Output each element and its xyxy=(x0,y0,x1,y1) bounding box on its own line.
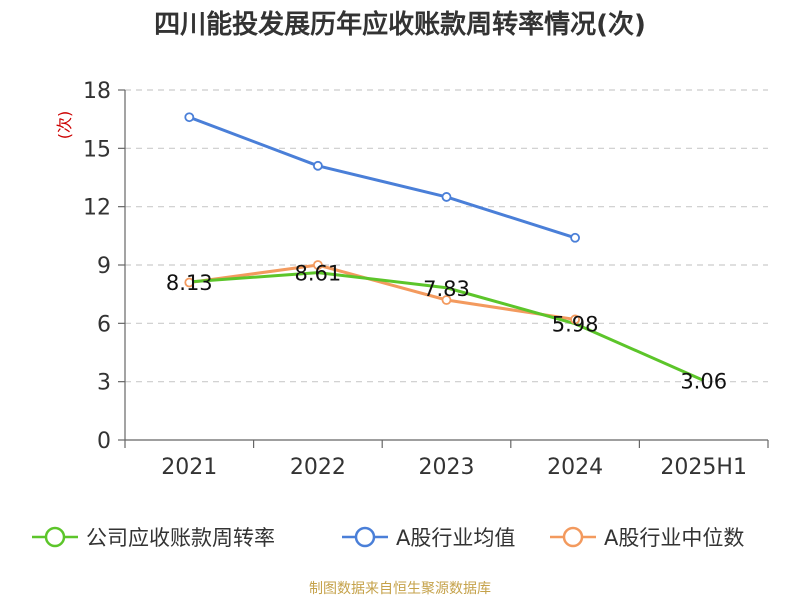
series-line-2 xyxy=(189,263,576,321)
series-line-0 xyxy=(189,271,705,382)
x-tick-label: 2025H1 xyxy=(660,455,747,480)
y-tick-label: 12 xyxy=(83,196,111,221)
chart-legend: 公司应收账款周转率 A股行业均值 A股行业中位数 xyxy=(0,520,800,554)
legend-item[interactable]: A股行业中位数 xyxy=(548,520,744,554)
y-tick-label: 15 xyxy=(83,137,111,162)
line-chart: 0 3 6 9 12 15 18 2021 2022 2023 2024 2025H1 (次) 8.13 8… xyxy=(55,79,769,480)
data-label: 8.13 xyxy=(166,271,213,295)
legend-marker-icon xyxy=(32,526,78,548)
data-point xyxy=(312,160,323,171)
data-point xyxy=(570,314,580,325)
data-point xyxy=(441,192,452,202)
x-tick-label: 2022 xyxy=(290,455,346,480)
y-axis-label: (次) xyxy=(55,111,74,140)
legend-item[interactable]: A股行业均值 xyxy=(340,520,515,554)
chart-title: 四川能投发展历年应收账款周转率情况(次) xyxy=(154,10,646,40)
y-tick-label: 9 xyxy=(97,254,111,279)
y-tick-label: 3 xyxy=(97,371,111,396)
legend-item[interactable]: 公司应收账款周转率 xyxy=(30,520,275,554)
data-label: 3.06 xyxy=(680,370,727,394)
legend-label: 公司应收账款周转率 xyxy=(86,526,275,550)
y-tick-label: 18 xyxy=(83,79,111,104)
data-point xyxy=(570,232,580,243)
data-label: 8.61 xyxy=(295,262,342,286)
data-label: 5.98 xyxy=(552,313,599,337)
legend-label: A股行业中位数 xyxy=(604,526,745,550)
series-line-1 xyxy=(188,115,576,240)
x-tick-label: 2024 xyxy=(547,455,603,480)
legend-marker-icon xyxy=(550,526,596,548)
data-point xyxy=(184,112,195,123)
y-tick-label: 0 xyxy=(97,429,111,454)
x-tick-label: 2023 xyxy=(419,455,475,480)
x-tick-label: 2021 xyxy=(161,455,217,480)
y-tick-label: 6 xyxy=(97,312,111,337)
legend-marker-icon xyxy=(342,526,388,548)
data-point xyxy=(184,277,195,288)
legend-label: A股行业均值 xyxy=(396,526,516,550)
data-point xyxy=(441,295,452,305)
data-point xyxy=(312,260,323,270)
data-source-note: 制图数据来自恒生聚源数据库 xyxy=(309,581,491,597)
data-label: 7.83 xyxy=(423,277,470,301)
